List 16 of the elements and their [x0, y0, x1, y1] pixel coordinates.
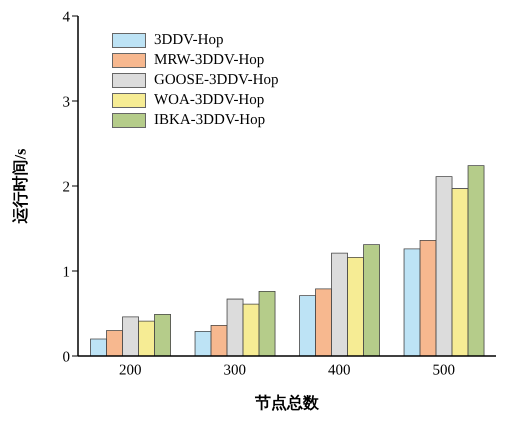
legend-label: 3DDV-Hop [154, 31, 224, 50]
x-tick-label: 300 [224, 362, 246, 379]
y-tick-label: 0 [62, 349, 70, 366]
x-tick-label: 200 [119, 362, 142, 379]
x-axis-title: 节点总数 [254, 394, 320, 412]
legend-label: IBKA-3DDV-Hop [154, 111, 266, 130]
legend-label: MRW-3DDV-Hop [154, 51, 264, 70]
y-tick-label: 2 [62, 179, 70, 196]
legend-label: GOOSE-3DDV-Hop [154, 71, 278, 90]
y-axis-title: 运行时间/s [12, 148, 30, 224]
y-tick-label: 4 [62, 9, 70, 26]
y-tick-label: 3 [62, 94, 70, 110]
x-tick-label: 500 [432, 362, 455, 379]
y-tick-label: 1 [62, 264, 70, 280]
legend-label: WOA-3DDV-Hop [154, 91, 264, 110]
x-tick-label: 400 [328, 362, 350, 379]
